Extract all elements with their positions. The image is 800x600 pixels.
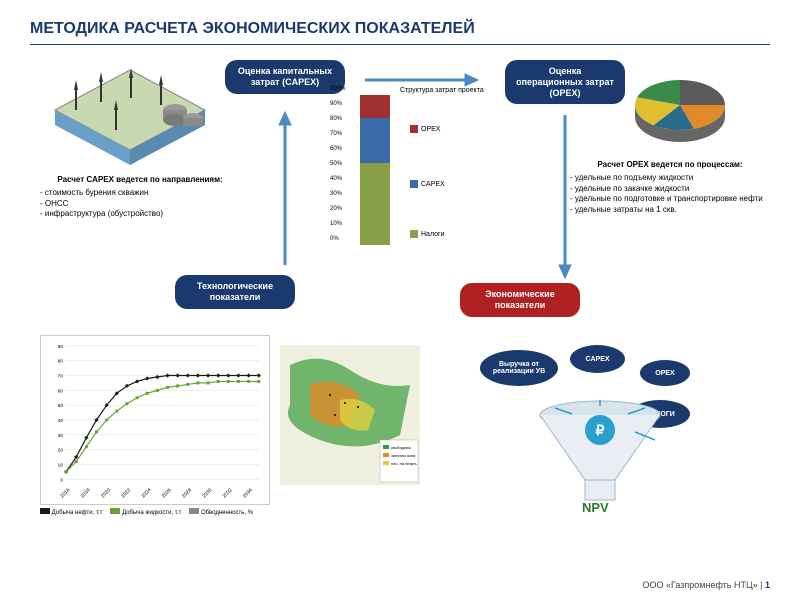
capex-description: Расчет CAPEX ведется по направлениям: ст…: [40, 175, 240, 220]
svg-text:20: 20: [58, 448, 64, 454]
svg-text:2024: 2024: [140, 487, 152, 499]
funnel-oval: OPEX: [640, 360, 690, 386]
funnel-diagram: Выручка от реализации УВCAPEXOPEXНАЛОГИ …: [480, 345, 740, 515]
footer: ООО «Газпромнефть НТЦ» | 1: [643, 580, 771, 590]
svg-text:2016: 2016: [59, 487, 71, 499]
capex-header: Расчет CAPEX ведется по направлениям:: [40, 175, 240, 185]
opex-pill: Оценка операционных затрат (OPEX): [505, 60, 625, 104]
funnel-oval: CAPEX: [570, 345, 625, 373]
svg-text:30: 30: [58, 433, 64, 439]
svg-text:60: 60: [58, 388, 64, 394]
npv-label: NPV: [582, 500, 609, 515]
svg-text:2030: 2030: [201, 487, 213, 499]
svg-text:90: 90: [58, 344, 64, 350]
line-chart-legend: Добыча нефти, т.т Добыча жидкости, т.т О…: [40, 508, 253, 516]
svg-text:2028: 2028: [181, 487, 193, 499]
svg-text:50: 50: [58, 403, 64, 409]
svg-text:80: 80: [58, 359, 64, 365]
svg-text:2032: 2032: [222, 487, 234, 499]
tech-pill: Технологические показатели: [175, 275, 295, 309]
svg-text:40: 40: [58, 418, 64, 424]
map-visual: свободная занятая зона нач. на нефть: [280, 345, 420, 485]
line-chart: 0102030405060708090 20162018202020222024…: [40, 335, 270, 505]
svg-text:0: 0: [60, 477, 63, 483]
opex-description: Расчет OPEX ведется по процессам: - удел…: [570, 160, 770, 215]
svg-text:2026: 2026: [161, 487, 173, 499]
svg-text:70: 70: [58, 374, 64, 380]
funnel-oval: Выручка от реализации УВ: [480, 350, 558, 386]
opex-header: Расчет OPEX ведется по процессам:: [570, 160, 770, 170]
arrow-tech-capex: [275, 110, 295, 270]
bar-chart-title: Структура затрат проекта: [400, 87, 484, 94]
svg-text:₽: ₽: [596, 422, 605, 438]
opex-item: - удельные по подъему жидкости: [570, 173, 770, 183]
opex-item: - удельные затраты на 1 скв.: [570, 205, 770, 215]
svg-text:2022: 2022: [120, 487, 132, 499]
svg-text:2020: 2020: [100, 487, 112, 499]
svg-text:свободная: свободная: [391, 445, 411, 450]
capex-item: стоимость бурения скважин: [40, 188, 240, 198]
isometric-scene: [45, 60, 215, 170]
svg-text:2018: 2018: [80, 487, 92, 499]
capex-item: ОНСС: [40, 199, 240, 209]
econ-pill: Экономические показатели: [460, 283, 580, 317]
svg-text:занятая зона: занятая зона: [391, 453, 416, 458]
capex-item: инфраструктура (обустройство): [40, 209, 240, 219]
capex-pill: Оценка капитальных затрат (CAPEX): [225, 60, 345, 94]
opex-item: - удельные по подготовке и транспортиров…: [570, 194, 770, 204]
opex-item: - удельные по закачке жидкости: [570, 184, 770, 194]
svg-text:нач. на нефть: нач. на нефть: [391, 461, 417, 466]
page-title: МЕТОДИКА РАСЧЕТА ЭКОНОМИЧЕСКИХ ПОКАЗАТЕЛ…: [30, 20, 770, 45]
stacked-bar-chart: Структура затрат проекта 0%10%20%30%40%5…: [330, 85, 490, 255]
pie-chart-3d: [620, 70, 740, 150]
svg-text:10: 10: [58, 462, 64, 468]
svg-text:2034: 2034: [242, 487, 254, 499]
